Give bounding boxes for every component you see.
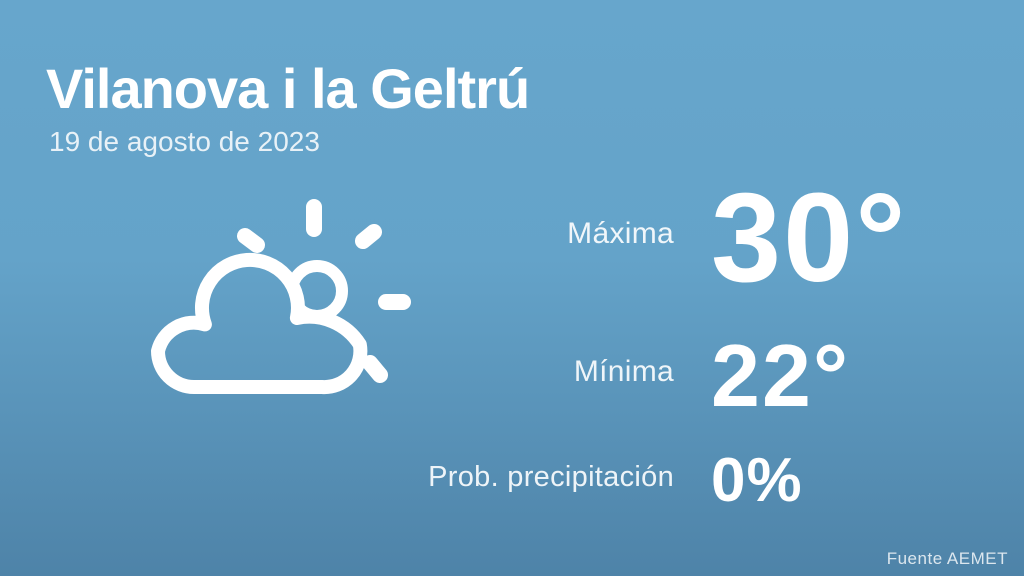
max-temp-value: 30° xyxy=(711,167,908,308)
sun-behind-cloud-icon xyxy=(151,199,411,395)
cloud-icon xyxy=(151,252,368,395)
min-temp-value: 22° xyxy=(711,326,851,425)
source-attribution: Fuente AEMET xyxy=(886,549,1008,568)
sun-rays-icon xyxy=(237,199,411,383)
max-temp-label: Máxima xyxy=(567,217,674,250)
precipitation-probability-label: Prob. precipitación xyxy=(428,461,674,493)
precipitation-probability-value: 0% xyxy=(711,446,803,515)
page-title: Vilanova i la Geltrú xyxy=(46,57,530,120)
date-label: 19 de agosto de 2023 xyxy=(49,126,320,157)
min-temp-label: Mínima xyxy=(573,355,674,388)
